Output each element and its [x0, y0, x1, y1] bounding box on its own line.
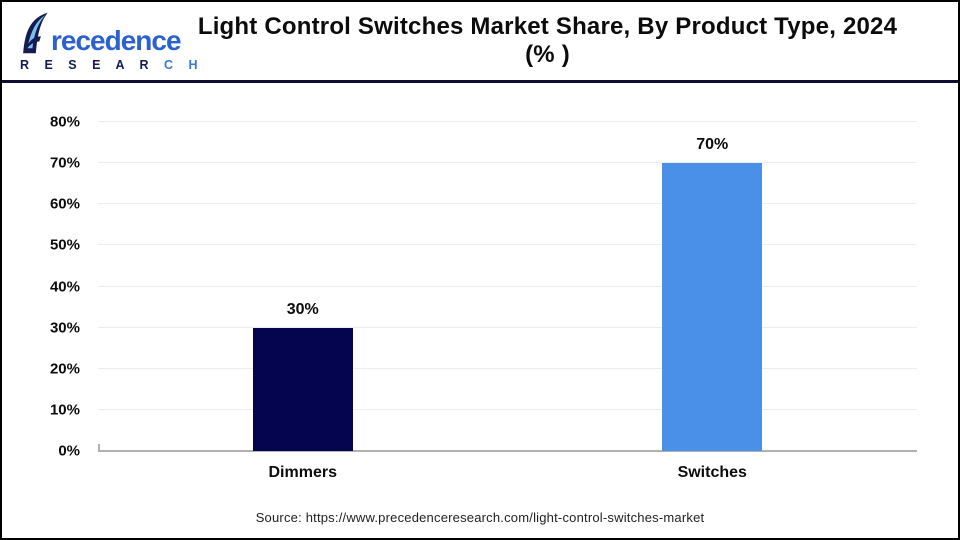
bar-dimmers	[252, 327, 353, 451]
logo-research-dark: R E S E A R	[20, 57, 155, 72]
value-label-switches: 70%	[696, 136, 729, 154]
x-axis-line	[98, 450, 917, 452]
y-axis-tick-label: 30%	[49, 319, 80, 337]
logo-p-leaf-icon	[23, 12, 48, 53]
bar-slot-switches: 70% Switches	[662, 122, 763, 481]
gridline-70%	[98, 162, 917, 164]
value-label-dimmers: 30%	[286, 300, 319, 318]
y-axis-tick-label: 80%	[49, 113, 80, 131]
gridline-60%	[98, 203, 917, 205]
logo-research-text: R E S E A R C H	[20, 57, 198, 72]
gridline-30%	[98, 326, 917, 328]
gridline-40%	[98, 285, 917, 287]
y-axis-tick-label: 40%	[49, 278, 80, 295]
category-label-dimmers: Dimmers	[268, 464, 337, 481]
chart-title: Light Control Switches Market Share, By …	[197, 13, 898, 68]
y-axis-tick-label: 20%	[49, 360, 80, 378]
y-axis-tick-label: 50%	[49, 236, 80, 254]
y-axis-tick-label: 70%	[49, 154, 80, 172]
y-axis-tick-label: 0%	[58, 442, 80, 460]
logo-research-light: C H	[154, 57, 204, 72]
header: recedence R E S E A R C H Light Control …	[2, 2, 958, 80]
logo-wordmark: recedence	[20, 11, 195, 55]
gridline-10%	[98, 408, 917, 410]
source-text: Source: https://www.precedenceresearch.c…	[255, 510, 705, 525]
y-axis-tick-label: 10%	[49, 401, 80, 419]
category-label-switches: Switches	[677, 464, 747, 481]
gridline-50%	[98, 244, 917, 246]
bar-switches	[662, 163, 763, 451]
chart-region: 0% 10% 20% 30% 40% 50% 60% 70% 80% 30% Dimmers 70% S…	[2, 83, 958, 538]
gridline-20%	[98, 367, 917, 369]
gridline-80%	[98, 121, 917, 122]
logo-brand-text: recedence	[51, 24, 182, 56]
bar-slot-dimmers: 30% Dimmers	[252, 122, 353, 481]
plot-area: 0% 10% 20% 30% 40% 50% 60% 70% 80% 30% Dimmers 70% S…	[50, 115, 917, 481]
header-divider	[2, 80, 958, 83]
x-axis-left-tick	[98, 444, 100, 451]
y-axis-tick-label: 60%	[49, 195, 80, 213]
precedence-research-logo: recedence R E S E A R C H	[20, 11, 198, 72]
